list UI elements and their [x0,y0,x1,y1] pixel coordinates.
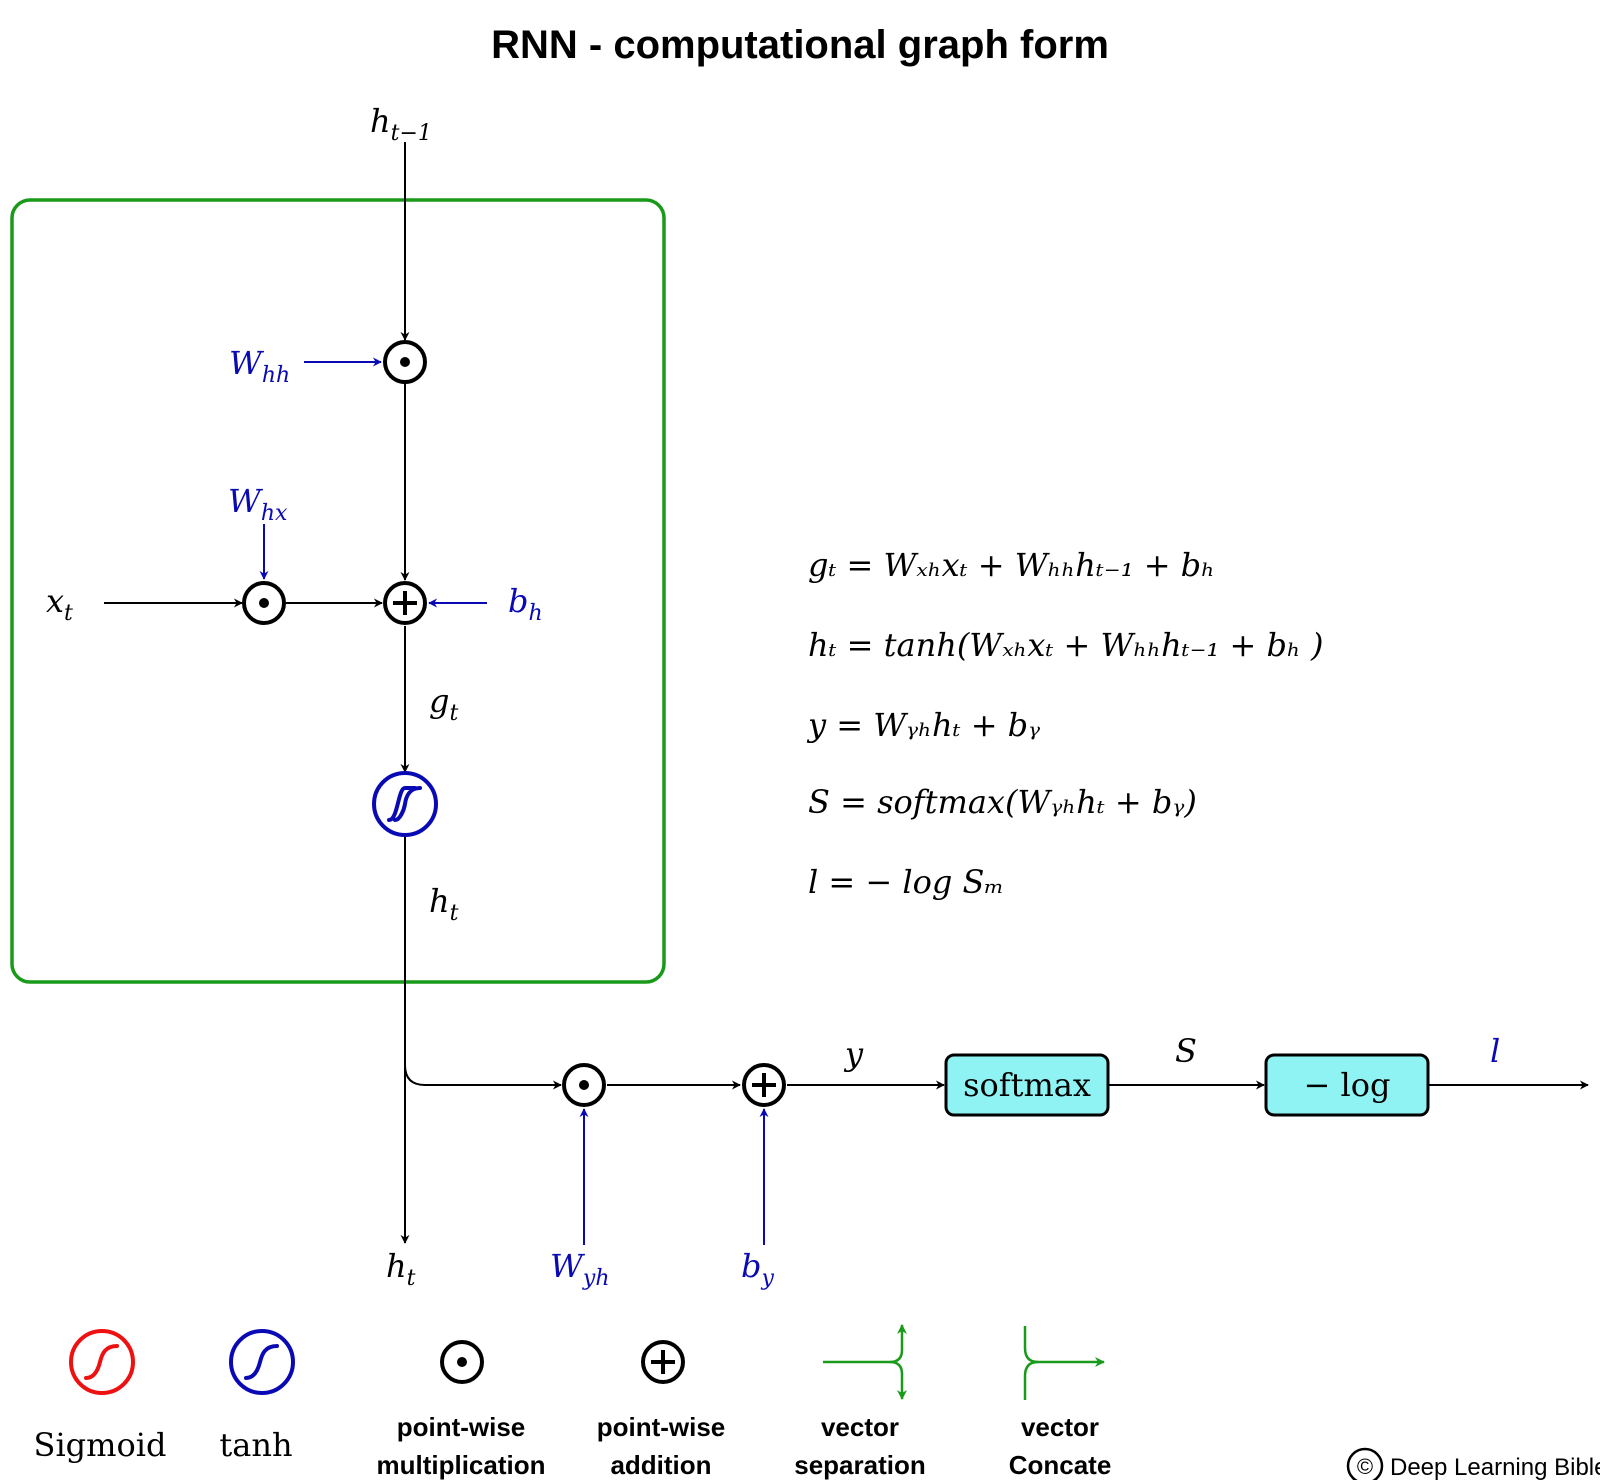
equation-s: S = softmax(Wᵧₕhₜ + bᵧ) [808,783,1197,821]
rnn-cell-border [10,198,666,984]
page-title: RNN - computational graph form [491,23,1109,67]
legend: Sigmoid tanh point-wise multiplication p… [34,1324,1112,1480]
legend-separation-line2: separation [794,1450,926,1480]
legend-add-line2: addition [610,1450,711,1480]
legend-concat-line2: Concate [1009,1450,1112,1480]
equation-h-t: hₜ = tanh(Wₓₕxₜ + Wₕₕhₜ₋₁ + bₕ ) [808,626,1323,664]
label-b-y: by [741,1247,774,1291]
edge-branch-to-output-mult [404,1064,562,1090]
vector-separation-icon [823,1324,907,1400]
label-g-t: gt [429,682,458,726]
label-w-hx: Whx [228,482,288,526]
mult-node-wyh [562,1063,606,1107]
pointwise-addition-icon [641,1340,685,1384]
equation-g-t: gₜ = Wₓₕxₜ + Wₕₕhₜ₋₁ + bₕ [808,546,1215,584]
add-node-output [742,1063,786,1107]
legend-concat-line1: vector [1021,1412,1099,1442]
legend-sigmoid-label: Sigmoid [34,1426,167,1464]
tanh-node [372,771,438,837]
neglog-box [1264,1053,1430,1117]
label-loss: l [1490,1032,1500,1070]
label-h-t-out: ht [386,1247,416,1291]
copyright-icon [1346,1447,1384,1480]
sigmoid-icon [69,1329,135,1395]
label-h-prev: ht−1 [370,102,432,146]
softmax-box-label: softmax [963,1066,1091,1104]
mult-node-whh [383,340,427,384]
legend-mult-line1: point-wise [397,1412,526,1442]
mult-node-whx [242,581,286,625]
label-h-t-inner: ht [429,882,459,926]
credit: © Deep Learning Bible [1346,1447,1600,1480]
copyright-symbol: © [1357,1454,1373,1479]
label-w-yh: Wyh [550,1247,610,1291]
pointwise-multiplication-icon [440,1340,484,1384]
equation-loss: l = − log Sₘ [808,863,1004,901]
equation-y: y = Wᵧₕhₜ + bᵧ [806,706,1040,744]
vector-concate-icon [1023,1326,1105,1400]
label-y: y [843,1035,864,1073]
credit-text: Deep Learning Bible [1390,1454,1600,1480]
legend-add-line1: point-wise [597,1412,726,1442]
softmax-box [944,1053,1110,1117]
tanh-icon [229,1329,295,1395]
label-x-t: xt [46,582,73,626]
label-w-hh: Whh [229,344,290,388]
legend-tanh-label: tanh [219,1426,292,1464]
add-node-hidden [383,581,427,625]
label-s: S [1175,1032,1197,1070]
neglog-box-label: − log [1304,1066,1391,1104]
legend-mult-line2: multiplication [377,1450,546,1480]
legend-separation-line1: vector [821,1412,899,1442]
label-b-h: bh [508,582,543,626]
